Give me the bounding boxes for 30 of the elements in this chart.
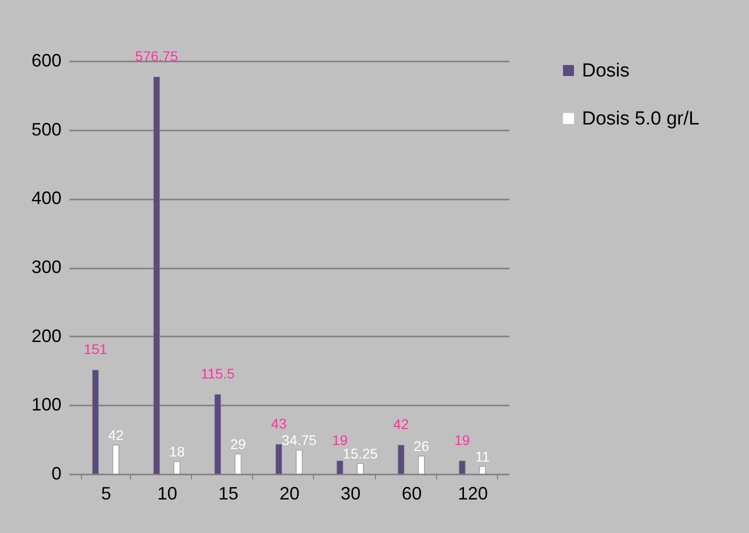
legend-label: Dosis [582, 60, 630, 82]
data-label: 19 [332, 432, 348, 448]
y-tick-label: 200 [31, 326, 62, 346]
data-label: 576.75 [135, 48, 178, 64]
x-tick-label: 30 [340, 484, 361, 504]
data-label: 42 [393, 416, 410, 432]
x-tick-label: 15 [218, 484, 238, 504]
data-label: 18 [169, 444, 185, 460]
data-label: 29 [230, 436, 246, 452]
legend-label: Dosis 5.0 gr/L [582, 108, 700, 130]
y-tick-label: 0 [51, 464, 62, 484]
y-tick-label: 400 [31, 188, 62, 208]
data-label: 151 [84, 341, 108, 358]
x-tick-label: 120 [458, 484, 488, 504]
x-tick-label: 60 [402, 484, 422, 504]
x-tick-label: 10 [157, 484, 178, 504]
x-tick-label: 5 [101, 484, 112, 504]
y-tick-label: 500 [31, 119, 62, 140]
data-label: 19 [454, 432, 470, 448]
data-label: 11 [475, 448, 490, 464]
y-tick-label: 600 [31, 50, 62, 70]
data-label: 15.25 [342, 446, 378, 462]
x-tick-label: 20 [279, 484, 300, 504]
data-label: 26 [414, 438, 430, 454]
data-label: 115.5 [200, 365, 235, 382]
data-label: 34.75 [282, 432, 317, 448]
y-tick-label: 300 [31, 257, 62, 277]
y-tick-label: 100 [31, 394, 62, 415]
data-label: 43 [271, 415, 287, 432]
data-label: 42 [108, 427, 124, 444]
